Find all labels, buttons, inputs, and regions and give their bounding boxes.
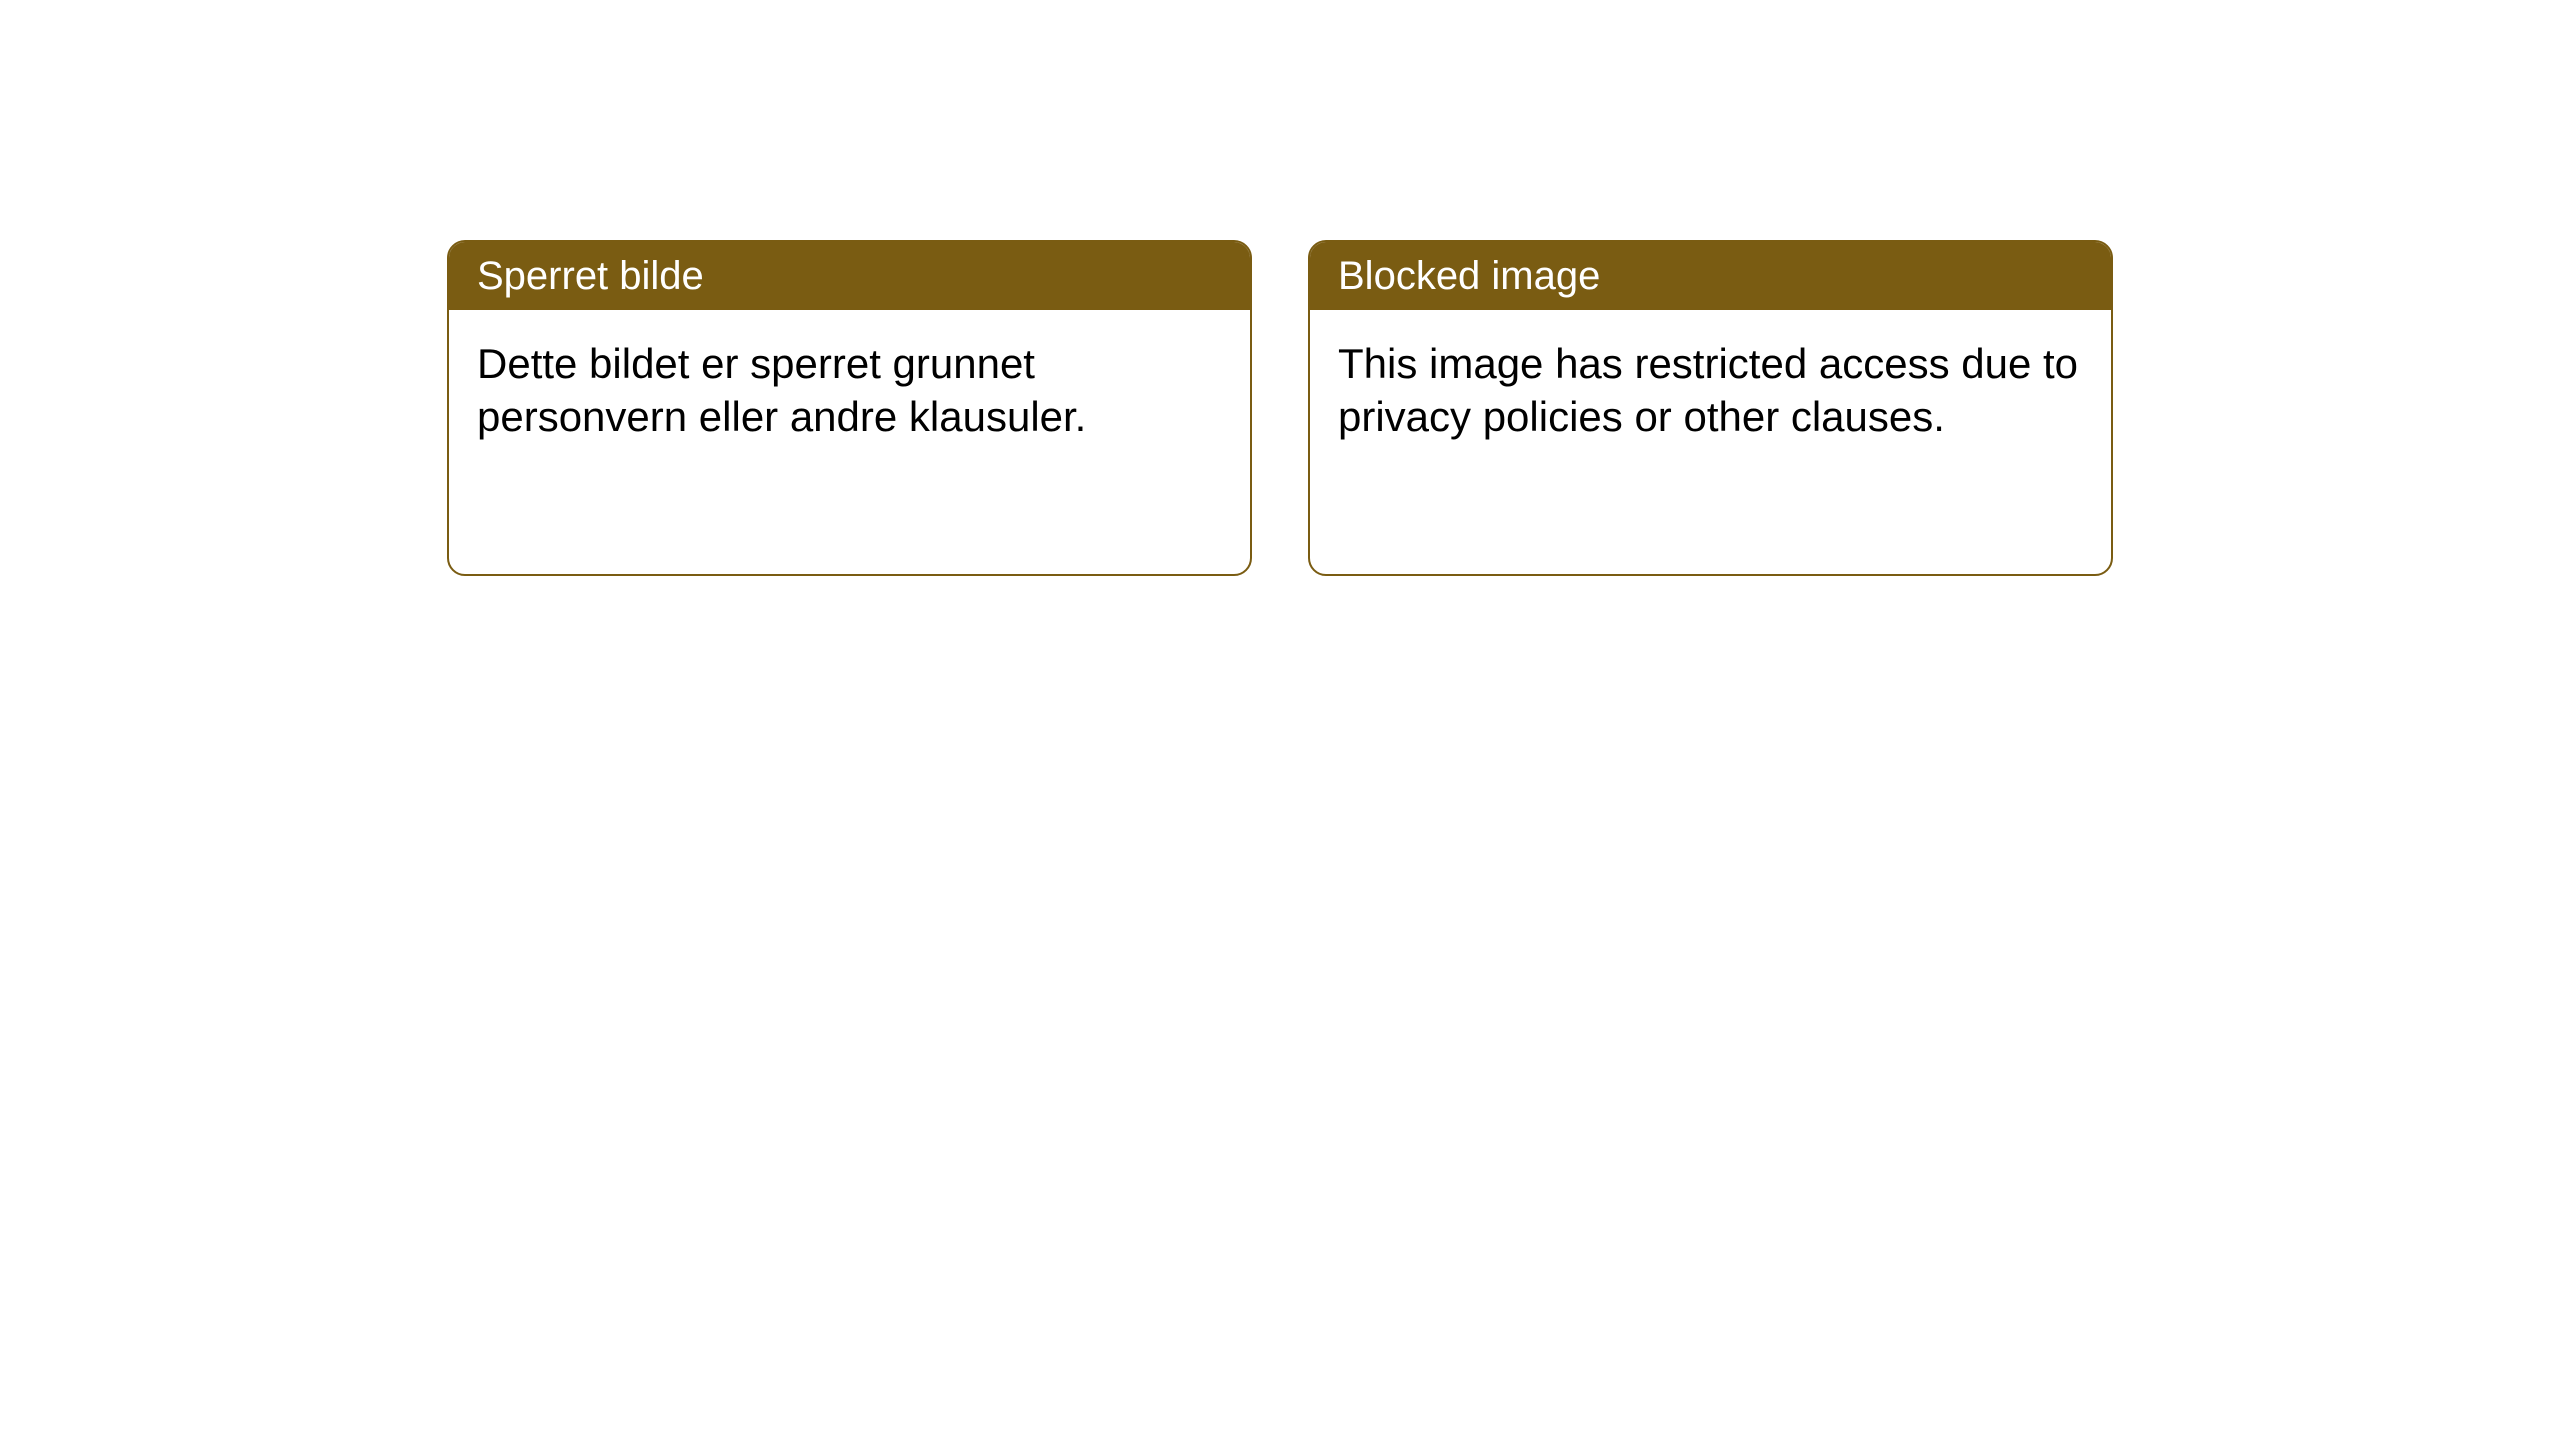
notice-text-norwegian: Dette bildet er sperret grunnet personve…	[477, 340, 1086, 440]
notice-title-norwegian: Sperret bilde	[477, 254, 704, 298]
notice-box-norwegian: Sperret bilde Dette bildet er sperret gr…	[447, 240, 1252, 576]
notice-header-norwegian: Sperret bilde	[449, 242, 1250, 310]
notice-body-english: This image has restricted access due to …	[1310, 310, 2111, 471]
notice-container: Sperret bilde Dette bildet er sperret gr…	[447, 240, 2113, 1440]
notice-body-norwegian: Dette bildet er sperret grunnet personve…	[449, 310, 1250, 471]
notice-title-english: Blocked image	[1338, 254, 1600, 298]
notice-header-english: Blocked image	[1310, 242, 2111, 310]
notice-text-english: This image has restricted access due to …	[1338, 340, 2078, 440]
notice-box-english: Blocked image This image has restricted …	[1308, 240, 2113, 576]
